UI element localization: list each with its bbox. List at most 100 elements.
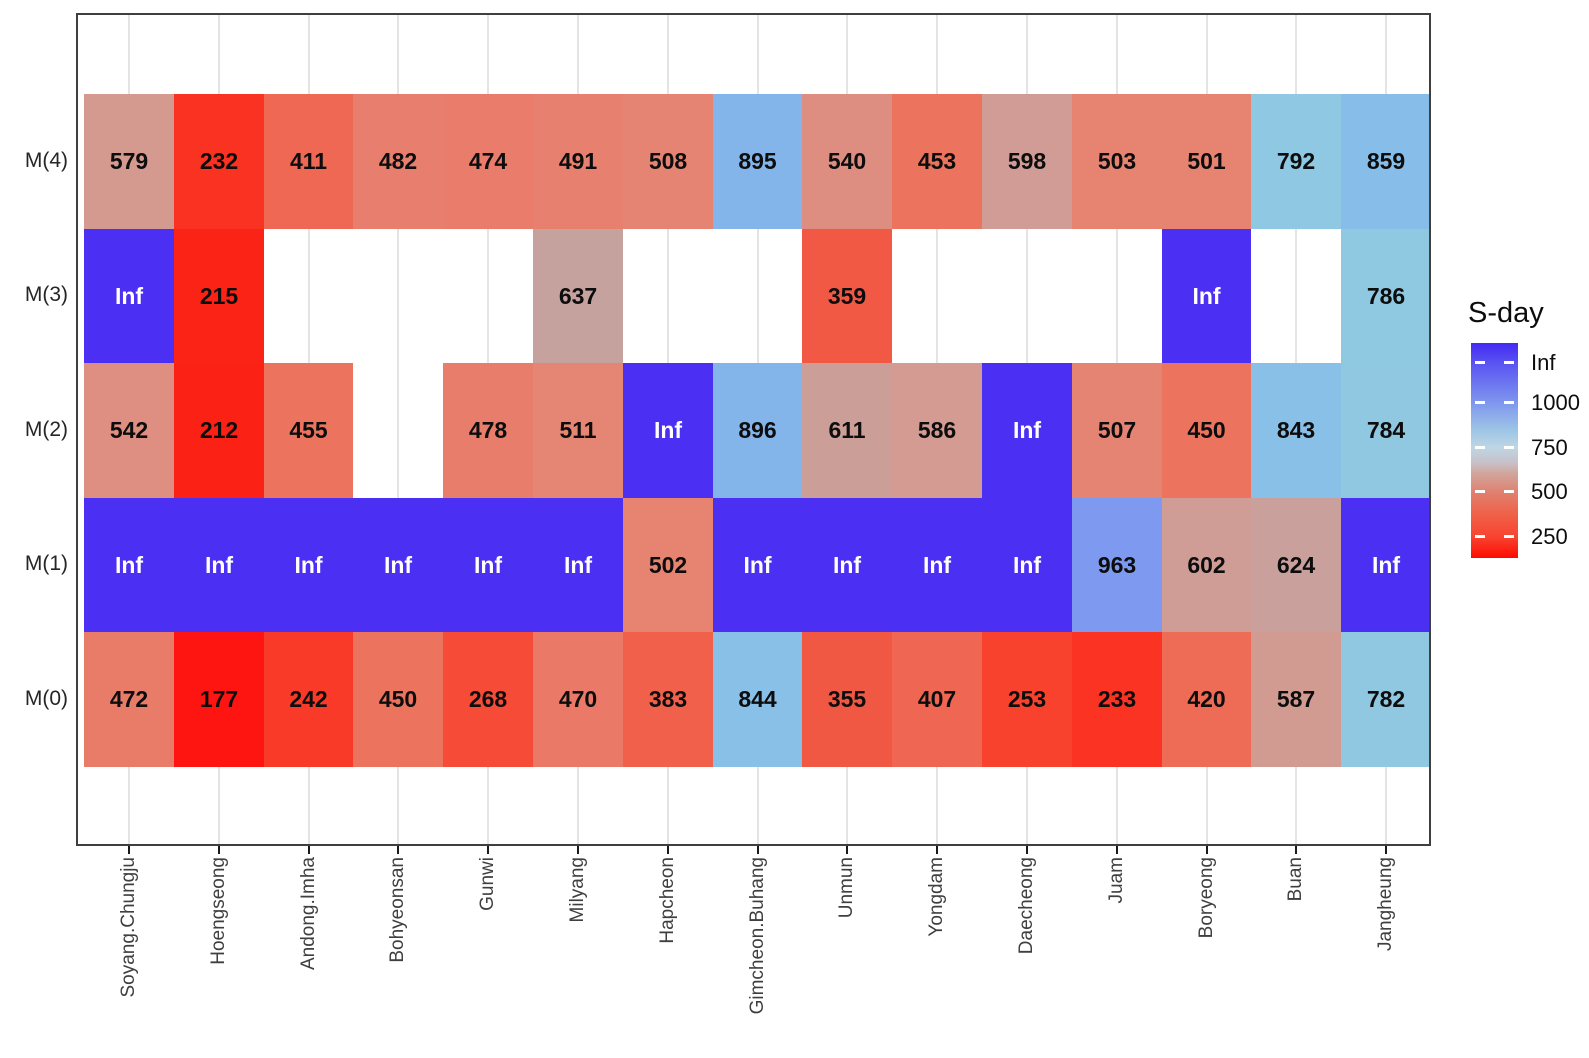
legend-tick-label: 250 [1531,523,1568,549]
cell-value: 177 [199,686,239,712]
cell-value: 212 [199,417,239,443]
heatmap-cell: 963 [1072,498,1162,632]
heatmap-cell: Inf [84,498,174,632]
cell-value: Inf [383,551,413,578]
x-axis-label: Juam [1106,857,1127,904]
legend-tick-label: Inf [1531,349,1556,375]
legend-tick-dash [1475,535,1485,539]
cell-value: 502 [648,551,688,578]
cell-value: Inf [1371,551,1401,578]
heatmap-cell: 233 [1072,632,1162,767]
heatmap-cell: 786 [1341,229,1431,363]
heatmap-cell: 586 [892,363,982,498]
heatmap-cell: 637 [533,229,623,363]
cell-value: 507 [1097,417,1137,443]
cell-value: Inf [294,551,323,578]
heatmap-cell: 268 [443,632,533,767]
heatmap-cell: 579 [84,94,174,229]
x-axis-tick [1026,846,1028,854]
heatmap-cell: 242 [264,632,353,767]
cell-value: 383 [648,686,688,712]
cell-value: 359 [827,282,867,309]
x-axis-label: Yongdam [926,857,947,937]
legend-tick-label: 750 [1531,434,1568,460]
cell-value: 579 [109,148,149,174]
heatmap-cell: Inf [264,498,353,632]
heatmap-cell: Inf [982,363,1072,498]
heatmap-cell: 508 [623,94,713,229]
x-axis-label: Buan [1285,857,1306,902]
cell-value: Inf [743,551,772,578]
heatmap-cell: Inf [533,498,623,632]
heatmap-cell: Inf [802,498,892,632]
heatmap-cell: 482 [353,94,443,229]
heatmap-cell: 511 [533,363,623,498]
cell-value: 859 [1366,148,1406,174]
x-axis-tick [218,846,220,854]
x-axis-tick [577,846,579,854]
heatmap-cell: 253 [982,632,1072,767]
cell-value: 602 [1187,551,1226,578]
cell-value: Inf [832,551,862,578]
heatmap-cell: 611 [802,363,892,498]
heatmap-cell: 212 [174,363,264,498]
heatmap-cell: 232 [174,94,264,229]
heatmap-cell: 450 [1162,363,1251,498]
cell-value: Inf [1192,282,1221,309]
x-axis-tick [128,846,130,854]
heatmap-cell: 844 [713,632,802,767]
x-axis-label: Bohyeonsan [387,857,408,963]
cell-value: 233 [1097,686,1137,712]
cell-value: 586 [917,417,957,443]
legend-tick-dash [1504,446,1514,450]
cell-value: 587 [1276,686,1316,712]
y-axis-label: M(0) [24,686,68,710]
cell-value: 215 [199,282,239,309]
y-axis-label: M(4) [24,148,68,172]
cell-value: Inf [1012,551,1042,578]
cell-value: 540 [827,148,867,174]
cell-value: Inf [114,551,144,578]
heatmap-cell: Inf [174,498,264,632]
heatmap-cell: 502 [623,498,713,632]
heatmap-cell: 455 [264,363,353,498]
x-axis-label: Jangheung [1375,857,1396,952]
heatmap-cell: 491 [533,94,623,229]
x-axis-label: Soyang.Chungju [118,857,139,998]
heatmap-cell: 895 [713,94,802,229]
legend-tick-dash [1504,535,1514,539]
cell-value: 963 [1097,551,1137,578]
legend-tick-dash [1475,490,1485,494]
x-axis-tick [667,846,669,854]
y-axis-label: M(1) [24,552,68,575]
cell-value: 355 [827,686,867,712]
cell-value: 501 [1187,148,1226,174]
cell-value: 232 [199,148,239,174]
cell-value: 472 [109,686,149,712]
cell-value: 895 [738,148,777,174]
x-axis-label: Hapcheon [657,857,678,944]
x-axis-tick [756,846,759,854]
heatmap-cell: 792 [1251,94,1341,229]
heatmap-cell: 478 [443,363,533,498]
heatmap-cell: 472 [84,632,174,767]
heatmap-cell: 587 [1251,632,1341,767]
x-axis-tick [1385,846,1387,854]
y-axis-label: M(2) [24,417,68,441]
x-axis-label: Gimcheon.Buhang [746,857,768,1015]
y-axis-label: M(3) [24,283,68,306]
x-axis-tick [1205,846,1208,854]
cell-value: 478 [468,417,508,443]
cell-value: 624 [1276,551,1316,578]
cell-value: 482 [378,148,418,174]
heatmap-cell: 420 [1162,632,1251,767]
legend-tick-dash [1475,401,1485,405]
heatmap-cell: 470 [533,632,623,767]
heatmap-cell: 598 [982,94,1072,229]
cell-value: 511 [559,417,597,443]
legend-tick-label: 1000 [1531,389,1580,415]
heatmap-cell: 355 [802,632,892,767]
cell-value: 598 [1007,148,1047,174]
heatmap-cell: Inf [1341,498,1431,632]
